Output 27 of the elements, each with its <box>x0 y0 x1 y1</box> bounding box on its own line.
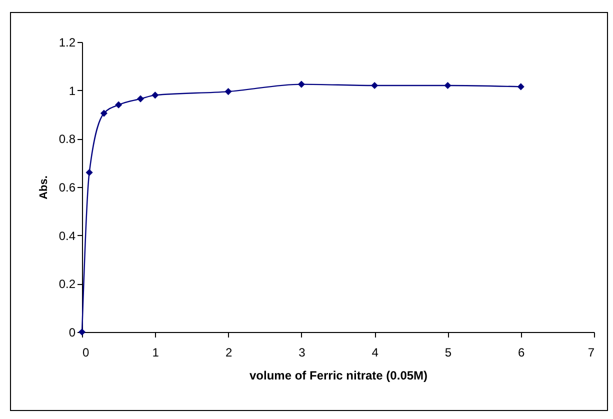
x-tick-label: 5 <box>444 346 452 360</box>
y-tick-label: 0.6 <box>58 180 76 194</box>
x-tick-label: 6 <box>518 346 526 360</box>
x-axis-title: volume of Ferric nitrate (0.05M) <box>249 368 428 382</box>
point <box>152 92 159 99</box>
point <box>444 82 452 90</box>
x-tick-label: 7 <box>588 346 595 360</box>
point <box>100 110 108 117</box>
point <box>224 88 232 96</box>
y-tick-label: 0 <box>68 326 76 340</box>
x-tick-label: 1 <box>152 346 160 360</box>
point <box>115 101 122 108</box>
x-tick-label: 0 <box>82 346 90 360</box>
y-tick-label: 0.4 <box>58 228 76 243</box>
point <box>136 95 144 102</box>
y-tick-label: 0.8 <box>58 132 76 146</box>
x-tick-label: 2 <box>225 346 232 360</box>
y-tick-label: 1 <box>68 84 76 98</box>
point <box>298 80 305 88</box>
point <box>517 83 524 90</box>
x-tick-label: 3 <box>298 346 306 360</box>
y-axis-title: Abs. <box>38 176 50 200</box>
x-tick-label: 4 <box>372 346 379 360</box>
y-tick-label: 0.2 <box>58 277 76 292</box>
point <box>86 168 93 176</box>
point <box>371 82 378 90</box>
y-tick-label: 1.2 <box>58 36 76 50</box>
